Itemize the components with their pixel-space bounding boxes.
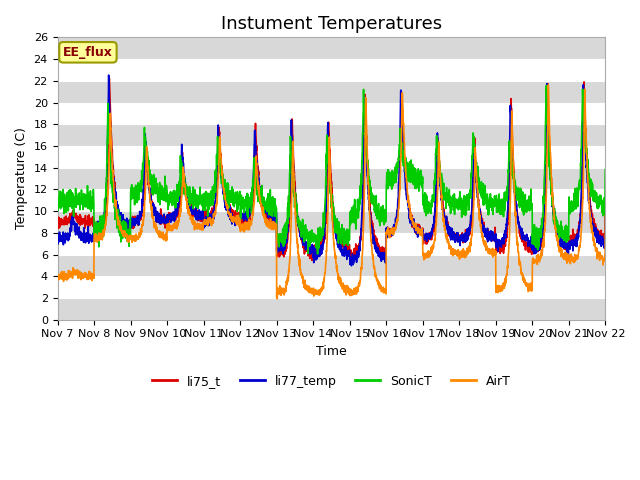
li77_temp [591, 232, 598, 238]
li77_temp [54, 237, 61, 242]
AirT [54, 273, 61, 279]
AirT [287, 203, 295, 208]
li75_t [54, 215, 61, 220]
li75_t [591, 223, 598, 228]
Bar [58, 168, 605, 190]
Line: li75_t: li75_t [58, 78, 605, 261]
li77_temp [532, 248, 540, 254]
li75_t [602, 212, 609, 217]
Line: SonicT: SonicT [58, 85, 605, 254]
Legend: li75_t, li77_temp, SonicT, AirT: li75_t, li77_temp, SonicT, AirT [147, 370, 516, 393]
Bar [58, 124, 605, 146]
AirT [532, 258, 540, 264]
SonicT [54, 188, 61, 193]
AirT [116, 225, 124, 231]
SonicT [314, 251, 321, 257]
li77_temp [287, 118, 295, 123]
SonicT [264, 202, 271, 207]
li77_temp [602, 208, 609, 214]
Line: AirT: AirT [58, 85, 605, 299]
li77_temp [348, 263, 355, 269]
AirT [545, 82, 552, 88]
Text: EE_flux: EE_flux [63, 46, 113, 59]
Y-axis label: Temperature (C): Temperature (C) [15, 128, 28, 229]
Bar [58, 37, 605, 59]
AirT [591, 240, 598, 246]
Bar [58, 298, 605, 320]
Bar [58, 254, 605, 276]
AirT [148, 213, 156, 219]
SonicT [148, 180, 156, 185]
Bar [58, 81, 605, 103]
X-axis label: Time: Time [316, 345, 347, 358]
li77_temp [116, 213, 124, 218]
li75_t [149, 205, 157, 211]
Bar [58, 211, 605, 233]
li75_t [264, 215, 271, 221]
Line: li77_temp: li77_temp [58, 75, 605, 266]
AirT [264, 218, 271, 224]
SonicT [602, 167, 609, 172]
li75_t [116, 217, 124, 223]
Title: Instument Temperatures: Instument Temperatures [221, 15, 442, 33]
li77_temp [264, 205, 271, 211]
li77_temp [149, 206, 157, 212]
SonicT [532, 238, 540, 243]
SonicT [591, 195, 598, 201]
li75_t [349, 258, 356, 264]
li77_temp [105, 72, 113, 78]
SonicT [543, 83, 550, 88]
li75_t [532, 245, 540, 251]
SonicT [116, 216, 124, 222]
SonicT [287, 155, 295, 161]
AirT [602, 213, 609, 219]
li75_t [287, 142, 295, 147]
AirT [273, 296, 281, 302]
li75_t [106, 75, 113, 81]
